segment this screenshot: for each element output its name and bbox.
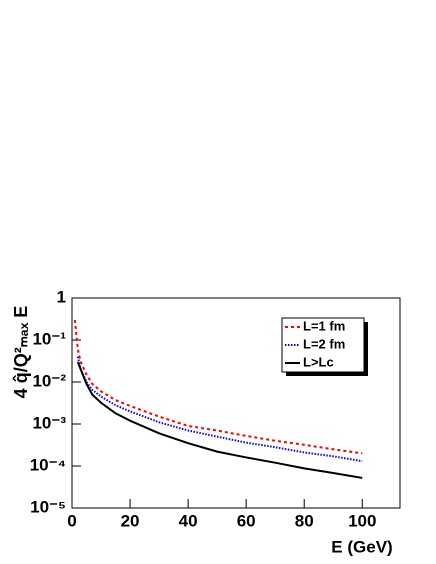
y-axis-label: 4 q̂/Q²ₘₐₓ E xyxy=(11,306,31,399)
legend-label: L=1 fm xyxy=(303,318,345,333)
y-tick-label: 10⁻⁵ xyxy=(30,497,66,516)
series-line xyxy=(76,356,363,463)
y-tick-label: 1 xyxy=(57,287,66,306)
series-line xyxy=(76,361,363,479)
x-axis-label: E (GeV) xyxy=(331,537,392,556)
x-tick-label: 80 xyxy=(295,511,314,530)
x-tick-label: 100 xyxy=(348,511,376,530)
x-tick-label: 40 xyxy=(179,511,198,530)
plot-frame xyxy=(71,297,401,509)
x-tick-label: 0 xyxy=(67,511,76,530)
y-tick-label: 10⁻⁴ xyxy=(30,455,66,474)
y-tick-label: 10⁻² xyxy=(32,371,66,390)
legend-label: L=2 fm xyxy=(303,336,345,351)
series-line xyxy=(73,319,363,455)
x-tick-label: 20 xyxy=(121,511,140,530)
legend-label: L>Lc xyxy=(303,354,334,369)
x-tick-label: 60 xyxy=(237,511,256,530)
y-tick-label: 10⁻¹ xyxy=(32,329,66,348)
y-tick-label: 10⁻³ xyxy=(32,413,66,432)
